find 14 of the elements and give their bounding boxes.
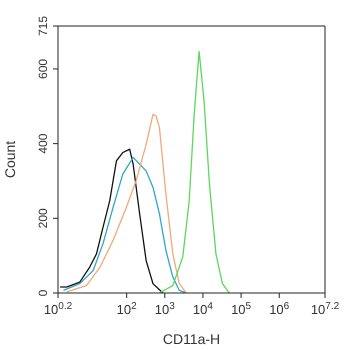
x-tick-label: 10$^{2}$ xyxy=(116,300,138,317)
y-tick-label: 600 xyxy=(36,58,50,79)
x-tick-label: 10$^{5}$ xyxy=(231,300,252,317)
x-tick-label: 10$^{6}$ xyxy=(269,300,290,317)
y-tick-label: 400 xyxy=(36,133,50,154)
x-tick-label: 10$^{4}$ xyxy=(192,300,214,317)
x-tick-label: 10$^{0.2}$ xyxy=(44,300,73,317)
y-tick-label: 715 xyxy=(36,16,50,36)
y-tick-label: 0 xyxy=(36,289,50,296)
y-tick-label: 200 xyxy=(36,208,50,228)
y-axis-title: Count xyxy=(2,140,18,178)
x-tick-label: 10$^{7.2}$ xyxy=(310,300,340,317)
x-tick-label: 10$^{3}$ xyxy=(154,300,176,317)
x-axis-title: CD11a-H xyxy=(162,331,220,347)
